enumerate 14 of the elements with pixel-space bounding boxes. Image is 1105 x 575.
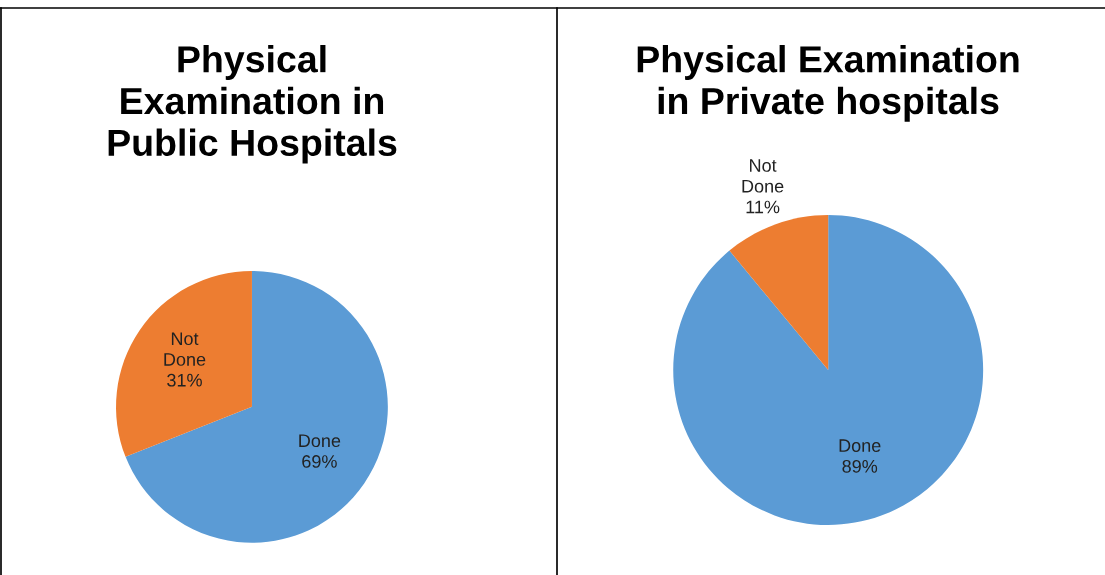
chart-title: Physical Examination in Public Hospitals — [108, 45, 397, 164]
chart-title: Physical Examination in Private hospitals — [637, 45, 1019, 122]
slice-label: Done — [299, 434, 341, 448]
data-label: 11% — [746, 200, 780, 214]
pie-slice — [125, 270, 388, 543]
data-label: 69% — [302, 455, 337, 468]
pie-slice — [673, 215, 984, 525]
slice-label: Done — [839, 439, 881, 452]
pie-slice — [729, 215, 829, 371]
pie-slice — [116, 270, 252, 457]
slice-label: Not Done — [742, 159, 784, 193]
data-label: 31% — [167, 373, 202, 387]
data-label: 89% — [842, 459, 878, 473]
slice-label: Not Done — [164, 332, 206, 366]
